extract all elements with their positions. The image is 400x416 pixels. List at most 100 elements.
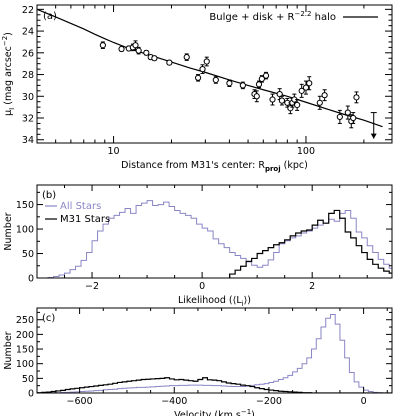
- x-tick-label: 2: [309, 281, 315, 292]
- panel-b: −2 0 2 0 50 100 150 (b) Number Likelihood (⟨Li⟩) A…: [3, 184, 393, 308]
- y-axis-label-sub: I: [8, 108, 16, 110]
- model-curve: [36, 8, 383, 128]
- y-tick-label: 250: [16, 315, 34, 326]
- panel-frame: [36, 184, 393, 279]
- legend-label: All Stars: [60, 201, 101, 212]
- x-tick-label: −2: [85, 281, 99, 292]
- x-axis-label: Likelihood (⟨Li⟩): [178, 295, 251, 308]
- y-tick-label: 34: [22, 135, 34, 146]
- data-point: [135, 47, 142, 54]
- data-point: [336, 113, 343, 121]
- panel-label: (c): [42, 313, 55, 324]
- x-axis-label-main: Likelihood (⟨L: [178, 295, 242, 306]
- data-point: [321, 92, 328, 99]
- data-point: [294, 101, 301, 109]
- y-tick-label: 200: [16, 330, 34, 341]
- x-tick-label: −200: [256, 396, 282, 407]
- histogram-m31-stars: [229, 209, 392, 278]
- data-point: [132, 42, 139, 49]
- data-point: [298, 87, 305, 94]
- data-point: [166, 59, 173, 66]
- data-point: [239, 82, 246, 89]
- x-axis-label-unit: (kpc): [281, 160, 308, 171]
- legend-label: M31 Stars: [60, 214, 110, 225]
- data-point: [143, 49, 150, 56]
- legend-text-end: halo: [311, 12, 336, 23]
- y-tick-label: 50: [22, 249, 34, 260]
- legend-label: Bulge + disk + R−2.2 halo: [209, 10, 336, 23]
- data-point: [316, 99, 323, 106]
- data-point: [203, 58, 210, 65]
- y-tick-label: 26: [22, 48, 34, 59]
- x-tick-label: 10: [108, 146, 120, 157]
- y-tick-label: 24: [22, 27, 34, 38]
- panel-label: (b): [42, 190, 56, 201]
- y-tick-label: 100: [16, 359, 34, 370]
- y-tick-label: 150: [16, 200, 34, 211]
- legend-text: Bulge + disk + R: [209, 12, 294, 23]
- data-point: [276, 91, 283, 98]
- data-point: [226, 80, 233, 87]
- data-point: [255, 81, 263, 88]
- series-group: [42, 200, 392, 278]
- data-point: [151, 55, 158, 62]
- y-tick-label: 32: [22, 114, 34, 125]
- y-axis-label: Number: [3, 212, 14, 250]
- y-axis-label-unit: (mag arcsec: [3, 46, 14, 108]
- x-axis-label: Velocity (km s−1): [174, 408, 255, 416]
- data-point: [212, 76, 219, 84]
- x-tick-label: 0: [361, 396, 367, 407]
- y-tick-label: 50: [22, 374, 34, 385]
- x-axis-label-main: Velocity (km s: [174, 410, 241, 416]
- x-axis-label-sub: proj: [265, 165, 281, 173]
- x-axis-label-main: Distance from M31's center: R: [121, 160, 265, 171]
- panel-frame: [36, 307, 393, 394]
- y-tick-label: 0: [28, 389, 34, 400]
- data-point: [344, 109, 351, 116]
- data-point: [306, 80, 313, 87]
- data-point: [253, 93, 260, 100]
- data-point: [199, 66, 206, 73]
- data-point: [99, 42, 106, 49]
- data-point: [262, 72, 270, 79]
- panel-a-frame: [36, 4, 393, 144]
- y-tick-label: 22: [22, 5, 34, 16]
- y-tick-label: 100: [16, 225, 34, 236]
- y-axis-label-close: ): [3, 32, 14, 36]
- panel-label: (a): [43, 11, 57, 22]
- series-group: [37, 313, 392, 393]
- data-point: [353, 94, 360, 101]
- histogram-m31-stars: [37, 377, 392, 393]
- data-point: [269, 96, 276, 103]
- x-tick-label: −600: [67, 396, 93, 407]
- x-tick-label: 100: [297, 146, 315, 157]
- y-tick-label: 30: [22, 92, 34, 103]
- histogram-all-stars: [37, 313, 392, 393]
- data-point: [302, 84, 310, 91]
- histogram-all-stars: [42, 200, 392, 278]
- legend-sup: −2.2: [294, 10, 311, 18]
- data-point: [194, 74, 202, 81]
- data-point: [118, 45, 125, 53]
- y-tick-label: 0: [28, 274, 34, 285]
- upper-limit-arrow: [370, 133, 377, 139]
- y-tick-label: 150: [16, 345, 34, 356]
- x-axis-label-sub: i: [242, 300, 244, 308]
- x-axis-label-sup: −1: [241, 408, 251, 416]
- y-axis-label-sup: −2: [1, 36, 9, 46]
- x-axis-label: Distance from M31's center: Rproj (kpc): [121, 160, 308, 173]
- data-point: [278, 97, 286, 104]
- x-tick-label: −400: [161, 396, 187, 407]
- y-axis-label-main: μ: [3, 110, 14, 116]
- x-axis-label-end: ⟩): [244, 295, 251, 306]
- panel-c: −600 −400 −200 0 0 50 100 150 200 250 (c) Number Vel…: [3, 307, 393, 416]
- data-point: [183, 54, 190, 61]
- y-axis-label: μI (mag arcsec−2): [1, 32, 16, 116]
- y-axis-label: Number: [3, 331, 14, 369]
- x-tick-label: 0: [199, 281, 205, 292]
- data-point: [350, 114, 357, 122]
- x-axis-label-end: ): [251, 410, 255, 416]
- y-tick-label: 28: [22, 70, 34, 81]
